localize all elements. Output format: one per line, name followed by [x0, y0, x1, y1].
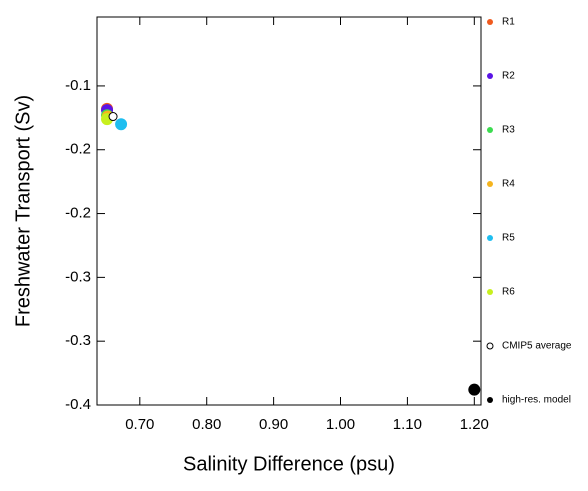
- y-tick-label: -0.3: [65, 268, 91, 285]
- legend-label: CMIP5 average: [502, 341, 572, 352]
- y-axis-title: Freshwater Transport (Sv): [12, 95, 34, 327]
- point: [108, 112, 118, 122]
- legend-marker: [487, 397, 493, 403]
- y-tick-label: -0.1: [65, 77, 91, 94]
- legend-label: R1: [502, 17, 515, 28]
- legend-marker: [487, 181, 493, 187]
- y-tick-label: -0.2: [65, 141, 91, 158]
- x-axis-title: Salinity Difference (psu): [183, 453, 395, 475]
- point: [468, 383, 481, 396]
- x-tick-label: 0.70: [125, 416, 154, 433]
- x-tick-label: 0.80: [192, 416, 221, 433]
- legend-label: R6: [502, 287, 515, 298]
- x-tick-label: 1.20: [460, 416, 489, 433]
- legend-label: R4: [502, 179, 515, 190]
- x-tick-label: 1.00: [326, 416, 355, 433]
- plot-frame: [96, 16, 482, 406]
- legend-marker: [487, 127, 493, 133]
- y-tick-label: -0.3: [65, 332, 91, 349]
- legend-marker: [487, 289, 493, 295]
- legend-label: R3: [502, 125, 515, 136]
- legend-marker: [487, 235, 493, 241]
- y-tick-label: -0.4: [65, 396, 91, 413]
- legend-marker: [487, 19, 493, 25]
- point: [115, 118, 128, 131]
- x-tick-label: 1.10: [393, 416, 422, 433]
- legend-label: high-res. model: [502, 395, 571, 406]
- legend-label: R5: [502, 233, 515, 244]
- x-tick-label: 0.90: [259, 416, 288, 433]
- legend-label: R2: [502, 71, 515, 82]
- legend-marker: [486, 342, 494, 350]
- legend-marker: [487, 73, 493, 79]
- y-tick-label: -0.2: [65, 205, 91, 222]
